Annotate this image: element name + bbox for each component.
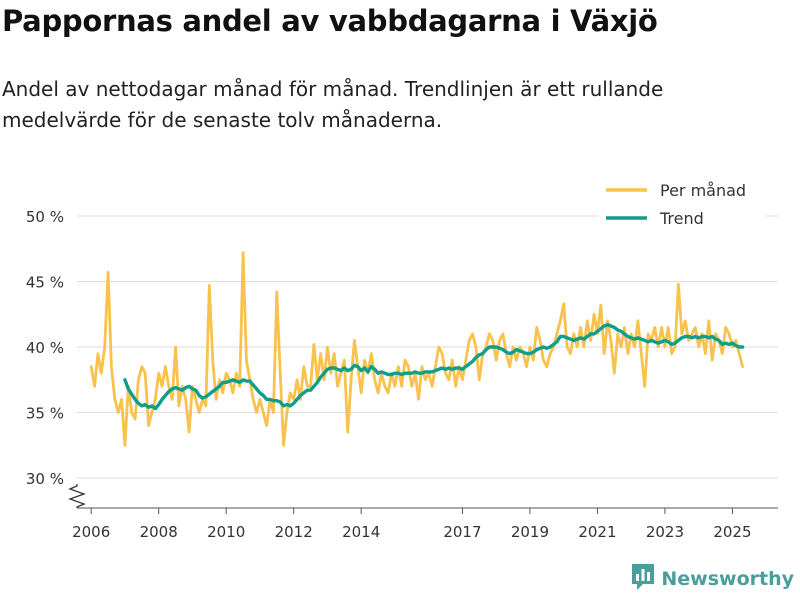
gridlines	[77, 215, 778, 479]
legend-label-monthly: Per månad	[660, 181, 746, 200]
legend-background	[598, 176, 766, 236]
x-tick-label: 2012	[275, 523, 313, 541]
y-axis-ticks: 30 % 35 % 40 % 45 % 50 %	[26, 208, 64, 488]
x-axis-ticks: 2006 2008 2010 2012 2014 2017 2019 2021 2023 2025	[72, 508, 752, 541]
axis-break-icon	[68, 484, 86, 508]
x-tick-label: 2010	[207, 523, 245, 541]
x-tick-label: 2019	[511, 523, 549, 541]
y-tick-label: 35 %	[26, 405, 64, 423]
bar-chart-logo-icon	[631, 563, 655, 595]
chart-subtitle: Andel av nettodagar månad för månad. Tre…	[2, 77, 664, 132]
series	[89, 251, 745, 447]
y-tick-label: 40 %	[26, 339, 64, 357]
y-tick-label: 50 %	[26, 208, 64, 226]
x-tick-label: 2014	[342, 523, 380, 541]
brand-logo: Newsworthy	[631, 563, 794, 595]
series-line-trend	[123, 323, 745, 411]
x-axis	[68, 484, 778, 509]
legend-label-trend: Trend	[659, 209, 704, 228]
x-tick-label: 2023	[646, 523, 684, 541]
brand-name: Newsworthy	[661, 568, 794, 590]
x-tick-label: 2008	[140, 523, 178, 541]
x-tick-label: 2017	[443, 523, 481, 541]
x-tick-label: 2025	[713, 523, 751, 541]
x-tick-label: 2006	[72, 523, 110, 541]
chart-title: Pappornas andel av vabbdagarna i Växjö	[2, 4, 658, 38]
series-line-monthly	[89, 251, 744, 447]
y-tick-label: 30 %	[26, 470, 64, 488]
y-tick-label: 45 %	[26, 274, 64, 292]
legend: Per månad Trend	[598, 176, 766, 236]
x-tick-label: 2021	[578, 523, 616, 541]
